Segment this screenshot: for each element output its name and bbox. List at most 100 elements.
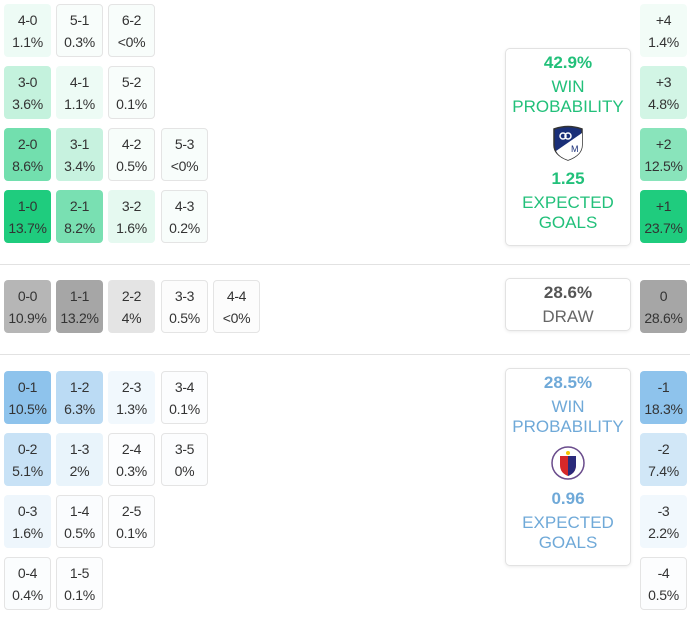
score-label: 1-0 (17, 198, 38, 214)
score-label: -4 (657, 565, 670, 581)
home-score-cell: 4-1 1.1% (56, 66, 103, 119)
score-label: 1-1 (69, 288, 90, 304)
score-label: 5-2 (121, 74, 142, 90)
probability-value: 0% (174, 463, 195, 479)
score-label: 4-1 (69, 74, 90, 90)
score-label: 5-3 (174, 136, 195, 152)
score-label: 4-0 (17, 12, 38, 28)
away-score-cell: 1-3 2% (56, 433, 103, 486)
divider (0, 354, 690, 355)
probability-value: 1.6% (12, 525, 43, 541)
score-label: 2-0 (17, 136, 38, 152)
away-score-cell: 2-3 1.3% (108, 371, 155, 424)
home-score-cell: 5-3 <0% (161, 128, 208, 181)
probability-value: 0.1% (169, 401, 200, 417)
score-label: 0-3 (17, 503, 38, 519)
probability-value: 0.4% (12, 587, 43, 603)
home-score-cell: 4-2 0.5% (108, 128, 155, 181)
goals-label: GOALS (538, 533, 598, 552)
probability-value: <0% (222, 310, 251, 326)
probability-value: 5.1% (12, 463, 43, 479)
probability-value: <0% (117, 34, 146, 50)
score-label: +3 (655, 74, 672, 90)
score-label: 4-3 (174, 198, 195, 214)
away-margin-cell: -4 0.5% (640, 557, 687, 610)
score-label: 2-2 (121, 288, 142, 304)
probability-value: 0.5% (116, 158, 147, 174)
probability-value: 28.6% (644, 310, 683, 326)
probability-value: 7.4% (648, 463, 679, 479)
probability-value: 2% (69, 463, 90, 479)
score-label: 1-5 (69, 565, 90, 581)
probability-value: 0.5% (169, 310, 200, 326)
home-score-cell: 5-2 0.1% (108, 66, 155, 119)
draw-summary: 28.6% DRAW (505, 278, 631, 331)
score-label: -2 (657, 441, 670, 457)
expected-label: EXPECTED (522, 513, 614, 532)
draw-score-cell: 1-1 13.2% (56, 280, 103, 333)
probability-value: 0.1% (116, 525, 147, 541)
divider (0, 264, 690, 265)
away-win-probability: 28.5% (543, 373, 593, 392)
probability-value: 0.3% (116, 463, 147, 479)
home-margin-cell: +3 4.8% (640, 66, 687, 119)
home-score-cell: 3-2 1.6% (108, 190, 155, 243)
probability-value: 4.8% (648, 96, 679, 112)
score-label: 6-2 (121, 12, 142, 28)
score-label: 0-0 (17, 288, 38, 304)
score-label: 0-2 (17, 441, 38, 457)
home-margin-cell: +1 23.7% (640, 190, 687, 243)
goals-label: GOALS (538, 213, 598, 232)
home-score-cell: 3-0 3.6% (4, 66, 51, 119)
home-score-cell: 4-0 1.1% (4, 4, 51, 57)
draw-score-cell: 2-2 4% (108, 280, 155, 333)
score-label: 3-2 (121, 198, 142, 214)
millonarios-crest-icon: M (553, 125, 583, 161)
away-score-cell: 0-1 10.5% (4, 371, 51, 424)
probability-value: 1.1% (12, 34, 43, 50)
score-label: +2 (655, 136, 672, 152)
home-margin-cell: +4 1.4% (640, 4, 687, 57)
score-label: +4 (655, 12, 672, 28)
away-margin-cell: -1 18.3% (640, 371, 687, 424)
probability-value: <0% (170, 158, 199, 174)
score-label: 4-2 (121, 136, 142, 152)
home-score-cell: 2-0 8.6% (4, 128, 51, 181)
away-score-cell: 2-5 0.1% (108, 495, 155, 548)
away-summary: 28.5% WIN PROBABILITY 0.96 EXPECTED GOAL… (505, 368, 631, 566)
draw-score-cell: 0-0 10.9% (4, 280, 51, 333)
probability-value: 0.1% (64, 587, 95, 603)
deportivo-pasto-crest-icon (551, 446, 585, 480)
score-label: -1 (657, 379, 670, 395)
away-margin-cell: -2 7.4% (640, 433, 687, 486)
draw-score-cell: 4-4 <0% (213, 280, 260, 333)
score-label: 1-3 (69, 441, 90, 457)
probability-value: 3.6% (12, 96, 43, 112)
score-label: 3-0 (17, 74, 38, 90)
svg-text:M: M (571, 144, 579, 154)
home-score-cell: 2-1 8.2% (56, 190, 103, 243)
away-margin-cell: -3 2.2% (640, 495, 687, 548)
score-label: 2-1 (69, 198, 90, 214)
draw-label: DRAW (542, 307, 594, 326)
away-score-cell: 3-4 0.1% (161, 371, 208, 424)
probability-value: 8.6% (12, 158, 43, 174)
probability-value: 0.5% (64, 525, 95, 541)
win-label: WIN (551, 77, 585, 96)
score-label: 3-3 (174, 288, 195, 304)
score-label: 2-4 (121, 441, 142, 457)
probability-value: 2.2% (648, 525, 679, 541)
probability-value: 13.7% (8, 220, 47, 236)
score-label: 1-2 (69, 379, 90, 395)
probability-value: 1.6% (116, 220, 147, 236)
away-score-cell: 0-4 0.4% (4, 557, 51, 610)
away-score-cell: 1-2 6.3% (56, 371, 103, 424)
home-score-cell: 1-0 13.7% (4, 190, 51, 243)
probability-value: 18.3% (644, 401, 683, 417)
probability-value: 10.9% (8, 310, 47, 326)
probability-value: 23.7% (644, 220, 683, 236)
probability-label: PROBABILITY (512, 417, 624, 436)
probability-value: 6.3% (64, 401, 95, 417)
draw-margin-cell: 0 28.6% (640, 280, 687, 333)
probability-value: 0.5% (648, 587, 679, 603)
